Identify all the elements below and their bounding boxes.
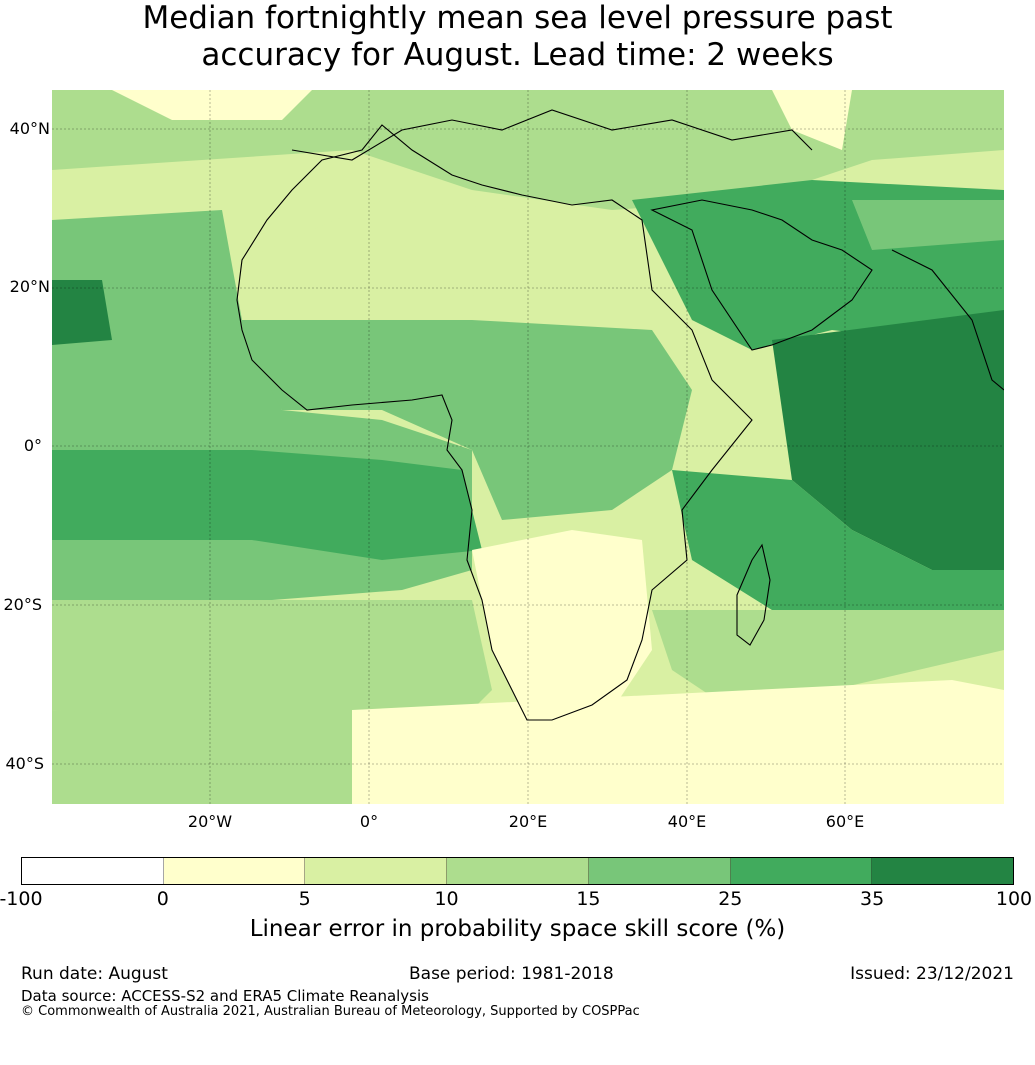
madagascar-coastline bbox=[736, 543, 771, 646]
title-line-2: accuracy for August. Lead time: 2 weeks bbox=[201, 37, 834, 73]
lon-label-20w: 20°W bbox=[187, 812, 233, 831]
gridlines bbox=[52, 90, 1004, 804]
lat-label-20s: 20°S bbox=[3, 595, 42, 614]
colorbar-tick-1: 0 bbox=[156, 888, 169, 910]
skill-score-map bbox=[52, 90, 1004, 804]
copyright: © Commonwealth of Australia 2021, Austra… bbox=[21, 1004, 640, 1019]
coastlines bbox=[236, 109, 1004, 721]
colorbar-label: Linear error in probability space skill … bbox=[249, 916, 786, 942]
southern-africa-pale-region bbox=[472, 530, 652, 730]
north-pale-region bbox=[112, 90, 312, 120]
anatolia-pale-region bbox=[772, 90, 852, 150]
colorbar-tick-4: 15 bbox=[576, 888, 601, 910]
issued-date: Issued: 23/12/2021 bbox=[850, 964, 1014, 984]
base-period: Base period: 1981-2018 bbox=[409, 964, 614, 984]
colorbar-bin-5 bbox=[730, 858, 873, 884]
indian-ocean-dark-region bbox=[772, 310, 1004, 570]
colorbar-bin-3 bbox=[447, 858, 589, 884]
equatorial-atlantic-region bbox=[52, 450, 482, 560]
colorbar-bin-0 bbox=[22, 858, 164, 884]
colorbar-bin-6 bbox=[872, 858, 1014, 884]
africa-coastline bbox=[236, 124, 753, 721]
colorbar-tick-6: 35 bbox=[860, 888, 885, 910]
colorbar-bin-1 bbox=[163, 858, 306, 884]
atlantic-dark-region bbox=[52, 280, 112, 345]
colorbar-tick-3: 10 bbox=[434, 888, 459, 910]
title-line-1: Median fortnightly mean sea level pressu… bbox=[142, 0, 893, 36]
europe-region bbox=[52, 90, 1004, 210]
lat-label-40n: 40°N bbox=[9, 119, 50, 138]
india-coastline bbox=[891, 249, 1004, 391]
sahara-region bbox=[242, 200, 652, 300]
colorbar-bin-2 bbox=[305, 858, 448, 884]
lat-label-0: 0° bbox=[23, 436, 42, 455]
indian-ocean-region bbox=[672, 470, 1004, 610]
map-svg bbox=[52, 90, 1004, 804]
lon-label-60e: 60°E bbox=[825, 812, 865, 831]
southern-pale-region bbox=[352, 680, 1004, 804]
lon-label-0: 0° bbox=[359, 812, 379, 831]
colorbar bbox=[21, 857, 1014, 885]
colorbar-bin-4 bbox=[588, 858, 731, 884]
lon-label-20e: 20°E bbox=[508, 812, 548, 831]
south-indian-region bbox=[652, 610, 1004, 710]
europe-coastline bbox=[291, 109, 813, 161]
lon-label-40e: 40°E bbox=[667, 812, 707, 831]
colorbar-tick-5: 25 bbox=[718, 888, 743, 910]
run-date: Run date: August bbox=[21, 964, 168, 984]
colorbar-tick-2: 5 bbox=[298, 888, 311, 910]
colorbar-tick-0: -100 bbox=[0, 888, 43, 910]
lat-label-20n: 20°N bbox=[9, 277, 50, 296]
sahel-region bbox=[232, 320, 692, 520]
chart-title: Median fortnightly mean sea level pressu… bbox=[0, 0, 1035, 74]
southwest-region bbox=[52, 710, 352, 804]
data-source: Data source: ACCESS-S2 and ERA5 Climate … bbox=[21, 987, 429, 1005]
persia-pale-region bbox=[852, 200, 1004, 250]
arabia-coastline bbox=[650, 199, 873, 351]
colorbar-tick-7: 100 bbox=[995, 888, 1033, 910]
lat-label-40s: 40°S bbox=[5, 754, 44, 773]
